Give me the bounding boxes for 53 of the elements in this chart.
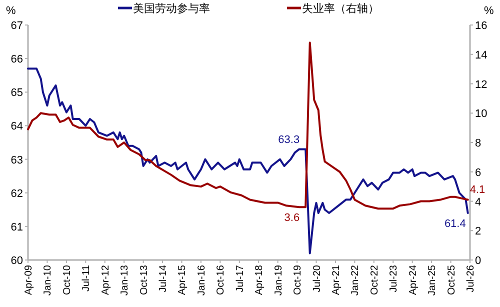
y2-axis-title: % <box>484 5 494 17</box>
x-tick-label: Jan-16 <box>196 264 208 296</box>
y2-tick-label: 16 <box>475 20 488 32</box>
x-tick-label: Oct-22 <box>369 264 380 296</box>
y2-tick-label: 4 <box>475 196 482 208</box>
y2-tick-label: 8 <box>475 138 482 150</box>
legend-item: 美国劳动参与率 <box>118 3 210 15</box>
y-tick-label: 63 <box>10 154 23 166</box>
x-tick-label: Jul-20 <box>312 264 323 292</box>
y-tick-label: 62 <box>10 188 23 200</box>
x-tick-label: Jul-14 <box>158 264 170 292</box>
x-tick-label: Apr-18 <box>254 264 266 296</box>
y-tick-label: 67 <box>10 20 23 32</box>
line-series <box>27 42 469 210</box>
x-tick-label: Jul-17 <box>234 264 246 292</box>
data-label: 63.3 <box>278 134 300 146</box>
x-tick-label: Oct-19 <box>292 264 304 296</box>
x-tick-label: Jan-19 <box>273 264 284 296</box>
y2-tick-label: 0 <box>475 255 482 267</box>
y2-tick-label: 12 <box>475 78 488 91</box>
data-label: 4.1 <box>470 184 486 196</box>
y-tick-label: 64 <box>10 120 23 133</box>
y-tick-label: 66 <box>10 54 23 66</box>
y-tick-label: 60 <box>10 255 23 267</box>
data-label: 3.6 <box>284 212 300 224</box>
x-tick-label: Jan-22 <box>350 264 362 296</box>
y2-tick-label: 2 <box>475 226 482 238</box>
data-label: 61.4 <box>444 218 466 230</box>
x-tick-label: Apr-15 <box>177 264 188 296</box>
x-tick-label: Oct-13 <box>138 264 150 296</box>
x-tick-label: Jan-25 <box>427 264 438 296</box>
legend-label: 失业率（右轴） <box>302 2 379 15</box>
x-tick-label: Apr-24 <box>408 264 419 296</box>
x-tick-label: Apr-21 <box>330 264 342 296</box>
x-tick-label: Apr-09 <box>24 264 34 296</box>
x-tick-label: Jul-26 <box>466 264 476 292</box>
y-tick-label: 61 <box>10 221 23 234</box>
y2-tick-label: 14 <box>475 49 488 62</box>
x-tick-label: Oct-25 <box>446 264 458 296</box>
x-tick-label: Oct-16 <box>216 264 227 296</box>
line-series <box>27 68 469 254</box>
y-axis-title: % <box>6 5 16 17</box>
y2-tick-label: 6 <box>475 166 482 179</box>
legend-label: 美国劳动参与率 <box>133 2 210 15</box>
legend-item: 失业率（右轴） <box>287 3 379 15</box>
x-tick-label: Jul-11 <box>81 264 92 292</box>
y-tick-label: 65 <box>10 87 23 100</box>
x-tick-label: Apr-12 <box>100 264 112 296</box>
x-tick-label: Jul-23 <box>388 264 400 292</box>
x-tick-label: Jan-13 <box>120 264 131 296</box>
x-tick-label: Oct-10 <box>62 264 73 296</box>
x-tick-label: Jan-10 <box>42 264 54 296</box>
y2-tick-label: 10 <box>475 108 488 120</box>
